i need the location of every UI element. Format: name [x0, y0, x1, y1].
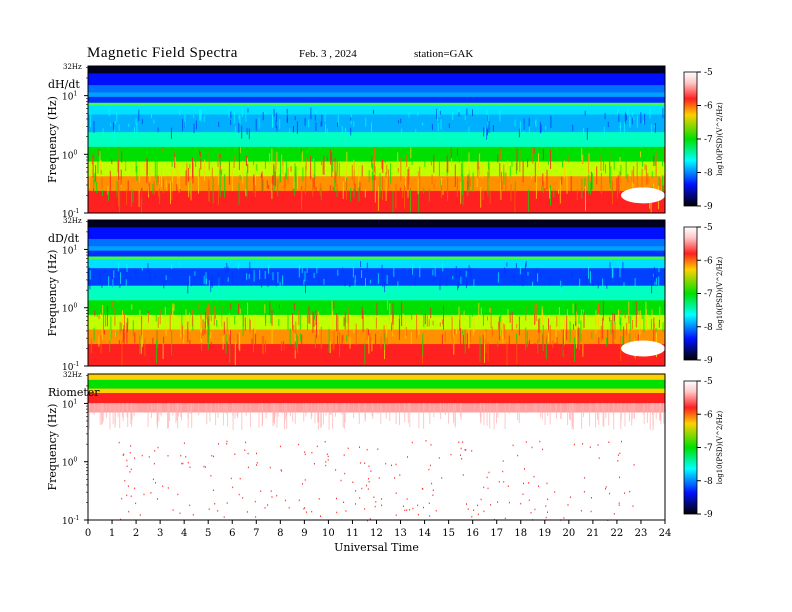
x-tick-label: 15: [442, 528, 455, 539]
y-tick-label: 101: [62, 244, 77, 256]
y-axis-label: Frequency (Hz): [46, 96, 59, 183]
colorbar-label: log10(PSD)(V^2/Hz): [716, 257, 724, 331]
x-tick-label: 2: [133, 528, 139, 539]
colorbar-tick-label: -5: [704, 377, 713, 387]
x-tick-label: 21: [587, 528, 600, 539]
x-tick-label: 19: [538, 528, 551, 539]
colorbar: -5 -6 -7 -8 -9 log10(PSD)(V^2/Hz): [683, 223, 724, 366]
x-tick-label: 0: [85, 528, 91, 539]
colorbar-tick-label: -9: [704, 202, 713, 212]
y-tick-label: 100: [62, 149, 77, 161]
x-tick-label: 8: [277, 528, 283, 539]
colorbar-tick-label: -9: [704, 510, 713, 520]
y-tick-label: 100: [62, 457, 77, 469]
top-frequency-label: 32Hz: [63, 63, 82, 71]
x-tick-label: 10: [322, 528, 335, 539]
spectrogram-panels: dH/dt 32Hz 101 100 10-1 Frequency (Hz) dD/dt 32…: [46, 63, 666, 527]
y-tick-label: 10-1: [62, 515, 79, 527]
x-tick-label: 14: [418, 528, 431, 539]
colorbar-tick-label: -8: [704, 169, 713, 179]
y-tick-label: 101: [62, 91, 77, 103]
x-tick-label: 9: [301, 528, 307, 539]
colorbar-label: log10(PSD)(V^2/Hz): [716, 411, 724, 485]
x-tick-label: 13: [394, 528, 407, 539]
x-axis-label: Universal Time: [334, 541, 419, 554]
x-tick-label: 1: [109, 528, 115, 539]
x-tick-label: 23: [635, 528, 648, 539]
panel-name: dH/dt: [48, 78, 80, 91]
colorbar-tick-label: -9: [704, 356, 713, 366]
colorbar-tick-label: -7: [704, 444, 713, 454]
colorbar-tick-label: -6: [704, 410, 713, 420]
colorbar-tick-label: -5: [704, 223, 713, 233]
y-axis-label: Frequency (Hz): [46, 250, 59, 337]
colorbar-label: log10(PSD)(V^2/Hz): [716, 102, 724, 176]
panel-riometer: Riometer 32Hz 101 100 10-1 Frequency (Hz): [46, 371, 666, 527]
colorbar-tick-label: -7: [704, 290, 713, 300]
x-tick-label: 22: [611, 528, 624, 539]
colorbar-tick-label: -5: [704, 68, 713, 78]
colorbar-tick-label: -8: [704, 323, 713, 333]
x-tick-label: 4: [181, 528, 187, 539]
panel-name: Riometer: [48, 386, 100, 399]
x-tick-label: 6: [229, 528, 235, 539]
colorbar-tick-label: -8: [704, 477, 713, 487]
colorbar-tick-label: -6: [704, 102, 713, 112]
x-tick-label: 18: [514, 528, 527, 539]
x-tick-label: 17: [490, 528, 503, 539]
colorbar: -5 -6 -7 -8 -9 log10(PSD)(V^2/Hz): [683, 68, 724, 212]
colorbar-tick-label: -6: [704, 256, 713, 266]
chart-title: Magnetic Field Spectra: [87, 45, 238, 61]
y-tick-label: 101: [62, 398, 77, 410]
x-tick-label: 7: [253, 528, 259, 539]
x-tick-label: 16: [466, 528, 479, 539]
x-tick-label: 3: [157, 528, 163, 539]
x-tick-label: 24: [659, 528, 672, 539]
colorbar: -5 -6 -7 -8 -9 log10(PSD)(V^2/Hz): [683, 377, 724, 520]
time-axis: 0 1 2 3 4 5 6 7 8 9 10 11 12 13 14 15 16 17 18 19 20 21 22 23 24…: [85, 519, 672, 554]
x-tick-label: 12: [370, 528, 383, 539]
panel-name: dD/dt: [48, 232, 80, 245]
x-tick-label: 20: [562, 528, 575, 539]
x-tick-label: 5: [205, 528, 211, 539]
y-axis-label: Frequency (Hz): [46, 404, 59, 491]
station-label: station=GAK: [414, 48, 474, 60]
date-label: Feb. 3 , 2024: [299, 48, 357, 60]
colorbars: -5 -6 -7 -8 -9 log10(PSD)(V^2/Hz) -5 -6 -7 -8 -9 lo…: [683, 68, 724, 520]
x-tick-label: 11: [346, 528, 359, 539]
y-tick-label: 100: [62, 303, 77, 315]
top-frequency-label: 32Hz: [63, 371, 82, 379]
top-frequency-label: 32Hz: [63, 217, 82, 225]
colorbar-tick-label: -7: [704, 135, 713, 145]
